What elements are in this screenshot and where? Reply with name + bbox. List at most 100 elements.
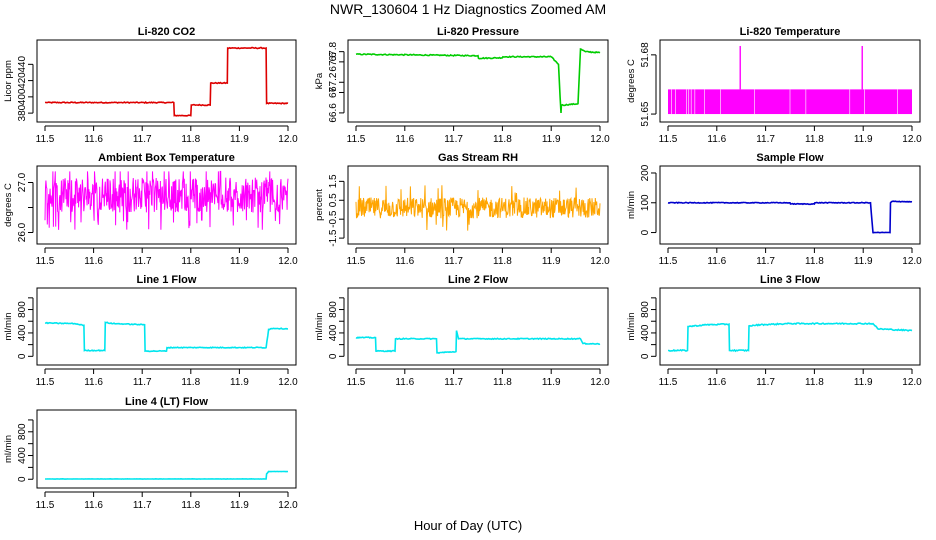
x-tick-label: 11.5: [36, 134, 55, 145]
x-tick-label: 11.9: [230, 377, 249, 388]
x-axis: 11.5 11.6 11.7 11.8 11.9 12.0: [659, 368, 922, 388]
y-axis-label: ml/min: [3, 313, 14, 341]
y-tick-label: 400: [17, 324, 28, 341]
y-tick-label: 67.6: [328, 52, 339, 72]
x-axis: 11.5 11.6 11.7 11.8 11.9 12.0: [347, 125, 610, 145]
series: [44, 46, 289, 117]
panel-title: Line 1 Flow: [137, 274, 197, 286]
y-axis: -1.5-0.5 0.5 1.5: [328, 174, 345, 247]
series: [355, 185, 601, 231]
y-tick-label: 440: [17, 56, 28, 73]
plot-frame: [347, 39, 609, 123]
x-tick-label: 11.9: [230, 256, 249, 267]
y-axis-label: kPa: [314, 72, 325, 89]
x-tick-label: 11.5: [659, 134, 678, 145]
y-axis: 26.0 27.0: [17, 172, 34, 242]
y-axis: 0 400 800: [17, 419, 34, 482]
x-tick-label: 11.6: [395, 134, 414, 145]
x-tick-label: 12.0: [278, 377, 298, 388]
x-axis: 11.5 11.6 11.7 11.8 11.9 12.0: [36, 491, 298, 511]
plot-frame: [36, 409, 297, 489]
x-tick-label: 11.5: [36, 256, 55, 267]
x-tick-label: 12.0: [278, 134, 298, 145]
plot-frame: [659, 287, 921, 366]
series-line: [667, 200, 913, 234]
series-line: [355, 330, 601, 354]
panel-co2: Li-820 CO2 11.5 11.6 11.7 11.8 11.9 12.0 380400…: [3, 26, 298, 145]
y-tick-label: 26.0: [17, 222, 28, 242]
y-axis-label: Licor ppm: [3, 60, 14, 102]
x-tick-label: 11.7: [756, 256, 775, 267]
x-axis: 11.5 11.6 11.7 11.8 11.9 12.0: [347, 368, 610, 388]
y-tick-label: 67.8: [328, 41, 339, 61]
x-tick-label: 11.8: [181, 256, 200, 267]
series-line: [44, 170, 289, 230]
series: [355, 48, 601, 113]
x-tick-label: 11.8: [805, 134, 824, 145]
series: [667, 200, 913, 234]
y-tick-label: -1.5: [328, 229, 339, 247]
panel-sample: Sample Flow 11.5 11.6 11.7 11.8 11.9 12.0 0 100 2…: [626, 152, 922, 267]
x-tick-label: 12.0: [902, 134, 922, 145]
x-tick-label: 11.7: [444, 377, 463, 388]
plot-frame: [659, 165, 921, 245]
y-axis-label: ml/min: [626, 191, 637, 219]
x-tick-label: 11.5: [347, 256, 366, 267]
panel-title: Ambient Box Temperature: [98, 152, 235, 164]
y-tick-label: 0: [17, 476, 28, 482]
y-tick-label: -0.5: [328, 210, 339, 228]
plot-frame: [36, 39, 297, 123]
y-tick-label: 0: [640, 229, 651, 235]
y-tick-label: 420: [17, 72, 28, 89]
panel-line2: Line 2 Flow 11.5 11.6 11.7 11.8 11.9 12.0 0 400 8…: [314, 274, 610, 388]
y-tick-label: 380: [17, 104, 28, 121]
x-tick-label: 11.9: [542, 377, 561, 388]
y-axis-label: ml/min: [314, 313, 325, 341]
series: [355, 330, 601, 354]
x-tick-label: 11.7: [444, 134, 463, 145]
series-line: [45, 470, 289, 480]
x-tick-label: 11.8: [181, 134, 200, 145]
x-tick-label: 11.9: [542, 256, 561, 267]
x-tick-label: 11.8: [805, 377, 824, 388]
y-tick-label: 400: [328, 324, 339, 341]
y-tick-label: 0: [328, 353, 339, 359]
x-axis: 11.5 11.6 11.7 11.8 11.9 12.0: [36, 125, 298, 145]
x-axis: 11.5 11.6 11.7 11.8 11.9 12.0: [659, 125, 922, 145]
y-tick-label: 67.2: [328, 72, 339, 92]
x-axis: 11.5 11.6 11.7 11.8 11.9 12.0: [36, 368, 298, 388]
panel-title: Sample Flow: [756, 152, 824, 164]
y-tick-label: 0: [640, 353, 651, 359]
x-tick-label: 11.8: [181, 377, 200, 388]
y-axis-label: degrees C: [3, 183, 14, 227]
y-axis-label: percent: [314, 189, 325, 221]
y-tick-label: 800: [17, 301, 28, 318]
x-tick-label: 11.9: [854, 377, 873, 388]
plot-frame: [347, 287, 609, 366]
y-tick-label: 400: [640, 324, 651, 341]
series-line: [44, 321, 289, 353]
x-tick-label: 11.8: [493, 256, 512, 267]
x-tick-label: 11.9: [230, 500, 249, 511]
y-tick-label: 1.5: [328, 174, 339, 188]
x-tick-label: 11.9: [542, 134, 561, 145]
y-tick-label: 800: [17, 423, 28, 440]
series: [45, 470, 289, 480]
series-line: [668, 322, 913, 353]
x-axis-title: Hour of Day (UTC): [413, 518, 523, 533]
x-tick-label: 12.0: [278, 256, 298, 267]
x-tick-label: 11.8: [493, 134, 512, 145]
x-tick-label: 11.9: [230, 134, 249, 145]
plot-frame: [36, 165, 297, 245]
x-tick-label: 11.6: [707, 377, 726, 388]
x-axis: 11.5 11.6 11.7 11.8 11.9 12.0: [659, 247, 922, 267]
x-tick-label: 11.9: [854, 134, 873, 145]
series-line: [355, 185, 601, 231]
x-tick-label: 11.8: [493, 377, 512, 388]
x-tick-label: 11.8: [181, 500, 200, 511]
y-tick-label: 200: [640, 164, 651, 181]
y-axis: 0 100 200: [640, 164, 657, 235]
